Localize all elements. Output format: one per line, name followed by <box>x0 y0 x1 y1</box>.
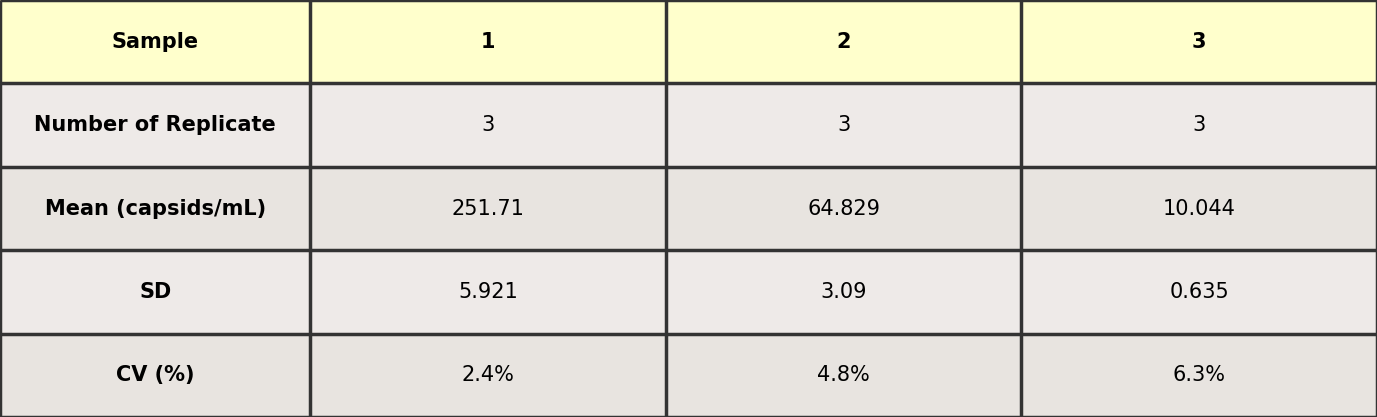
Text: 1: 1 <box>481 32 496 52</box>
Text: 3: 3 <box>1192 32 1206 52</box>
Text: 3.09: 3.09 <box>821 282 868 302</box>
Bar <box>0 83 310 167</box>
Text: 10.044: 10.044 <box>1162 198 1235 219</box>
Bar <box>0 167 310 250</box>
Text: 3: 3 <box>482 115 494 135</box>
Text: SD: SD <box>139 282 171 302</box>
Text: Number of Replicate: Number of Replicate <box>34 115 277 135</box>
Text: 6.3%: 6.3% <box>1173 365 1226 385</box>
Bar <box>0 0 310 83</box>
Bar <box>310 250 666 334</box>
Text: Mean (capsids/mL): Mean (capsids/mL) <box>44 198 266 219</box>
Text: 0.635: 0.635 <box>1169 282 1230 302</box>
Text: 2.4%: 2.4% <box>461 365 515 385</box>
Bar <box>1022 0 1377 83</box>
Text: 3: 3 <box>1192 115 1206 135</box>
Text: 64.829: 64.829 <box>807 198 880 219</box>
Bar <box>310 0 666 83</box>
Text: 251.71: 251.71 <box>452 198 525 219</box>
Bar <box>0 250 310 334</box>
Bar <box>666 167 1022 250</box>
Bar <box>666 334 1022 417</box>
Text: 5.921: 5.921 <box>459 282 518 302</box>
Text: CV (%): CV (%) <box>116 365 194 385</box>
Bar <box>310 83 666 167</box>
Text: 2: 2 <box>836 32 851 52</box>
Bar <box>666 0 1022 83</box>
Bar <box>1022 250 1377 334</box>
Bar <box>1022 167 1377 250</box>
Bar <box>310 167 666 250</box>
Bar <box>0 334 310 417</box>
Bar <box>310 334 666 417</box>
Bar <box>1022 83 1377 167</box>
Bar <box>666 250 1022 334</box>
Bar <box>1022 334 1377 417</box>
Text: Sample: Sample <box>112 32 198 52</box>
Text: 4.8%: 4.8% <box>818 365 870 385</box>
Bar <box>666 83 1022 167</box>
Text: 3: 3 <box>837 115 851 135</box>
